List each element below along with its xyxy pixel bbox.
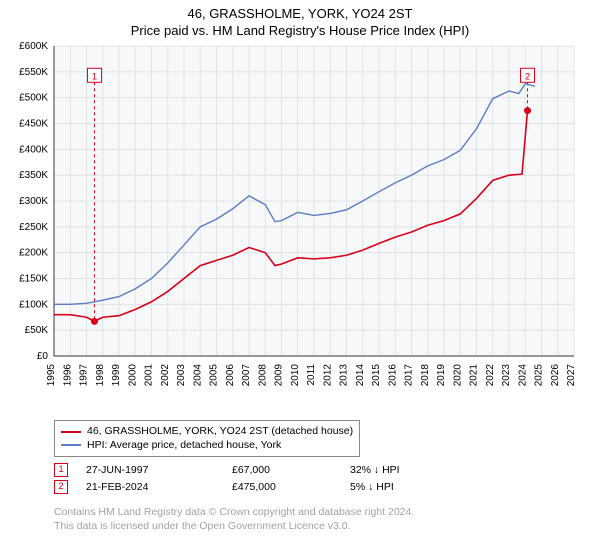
legend-swatch: [61, 431, 81, 433]
y-axis-label: £200K: [19, 248, 48, 259]
table-row-price: £475,000: [232, 479, 332, 496]
attribution: Contains HM Land Registry data © Crown c…: [54, 506, 414, 533]
y-axis-label: £150K: [19, 274, 48, 285]
chart-svg: £0 £50K £100K £150K £200K £250K £300K £350K £400…: [0, 40, 600, 420]
x-axis-label: 2011: [306, 364, 317, 386]
x-axis-label: 2027: [566, 364, 577, 387]
x-axis-label: 2007: [241, 364, 252, 387]
chart-area: £0 £50K £100K £150K £200K £250K £300K £350K £400…: [0, 40, 600, 420]
x-axis-label: 1996: [62, 364, 73, 387]
y-axis-label: £450K: [19, 119, 48, 130]
attribution-line-2: This data is licensed under the Open Gov…: [54, 520, 414, 534]
y-axis-label: £400K: [19, 144, 48, 155]
legend-swatch: [61, 444, 81, 446]
legend: 46, GRASSHOLME, YORK, YO24 2ST (detached…: [54, 420, 360, 457]
x-axis-label: 2020: [452, 364, 463, 387]
x-axis-label: 2010: [290, 364, 301, 387]
y-axis-label: £300K: [19, 196, 48, 207]
title-line-2: Price paid vs. HM Land Registry's House …: [0, 23, 600, 40]
x-axis-label: 2005: [209, 364, 220, 387]
table-row-date: 27-JUN-1997: [86, 462, 214, 479]
x-axis-label: 2002: [160, 364, 171, 387]
x-axis-label: 2004: [192, 364, 203, 387]
legend-item: 46, GRASSHOLME, YORK, YO24 2ST (detached…: [61, 425, 353, 439]
x-axis-label: 2025: [534, 364, 545, 387]
table-row-num: 2: [54, 480, 68, 494]
table-row-delta: 5% ↓ HPI: [350, 479, 450, 496]
x-axis-label: 2009: [274, 364, 285, 387]
x-axis-label: 2024: [517, 364, 528, 387]
x-axis-label: 1995: [46, 364, 57, 387]
x-axis-label: 2017: [404, 364, 415, 387]
y-axis-label: £500K: [19, 93, 48, 104]
x-axis-label: 2012: [322, 364, 333, 387]
table-row-num: 1: [54, 463, 68, 477]
x-axis-label: 2013: [339, 364, 350, 387]
x-axis-label: 1997: [79, 364, 90, 387]
x-axis-label: 2015: [371, 364, 382, 387]
table-row: 1 27-JUN-1997 £67,000 32% ↓ HPI: [54, 462, 450, 479]
table-row-delta: 32% ↓ HPI: [350, 462, 450, 479]
table-row: 2 21-FEB-2024 £475,000 5% ↓ HPI: [54, 479, 450, 496]
x-axis-label: 2021: [469, 364, 480, 387]
y-axis-label: £0: [37, 351, 49, 362]
legend-label: HPI: Average price, detached house, York: [87, 439, 281, 453]
y-axis-label: £250K: [19, 222, 48, 233]
event-marker-num: 1: [92, 71, 97, 82]
x-axis-label: 1999: [111, 364, 122, 387]
x-axis-label: 2001: [144, 364, 155, 387]
x-axis-label: 2018: [420, 364, 431, 387]
y-axis-label: £50K: [25, 325, 49, 336]
x-axis-label: 2022: [485, 364, 496, 387]
x-axis-label: 2023: [501, 364, 512, 387]
y-axis-label: £100K: [19, 299, 48, 310]
y-axis-label: £350K: [19, 170, 48, 181]
event-table: 1 27-JUN-1997 £67,000 32% ↓ HPI 2 21-FEB-2024…: [54, 462, 450, 496]
table-row-price: £67,000: [232, 462, 332, 479]
y-axis-label: £550K: [19, 67, 48, 78]
legend-item: HPI: Average price, detached house, York: [61, 439, 353, 453]
y-axis-label: £600K: [19, 41, 48, 52]
event-marker-num: 2: [525, 71, 530, 82]
x-axis-label: 1998: [95, 364, 106, 387]
x-axis-label: 2006: [225, 364, 236, 387]
title-line-1: 46, GRASSHOLME, YORK, YO24 2ST: [0, 6, 600, 23]
x-axis-label: 2019: [436, 364, 447, 387]
attribution-line-1: Contains HM Land Registry data © Crown c…: [54, 506, 414, 520]
x-axis-label: 2003: [176, 364, 187, 387]
chart-title: 46, GRASSHOLME, YORK, YO24 2ST Price pai…: [0, 0, 600, 40]
x-axis-label: 2014: [355, 364, 366, 387]
legend-label: 46, GRASSHOLME, YORK, YO24 2ST (detached…: [87, 425, 353, 439]
x-axis-label: 2016: [387, 364, 398, 387]
x-axis-label: 2000: [127, 364, 138, 387]
x-axis-label: 2008: [257, 364, 268, 387]
x-axis-label: 2026: [550, 364, 561, 387]
table-row-date: 21-FEB-2024: [86, 479, 214, 496]
